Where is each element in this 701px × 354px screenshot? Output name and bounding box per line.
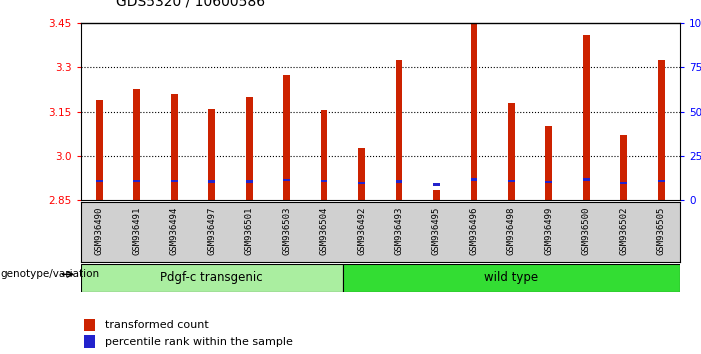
Bar bbox=[81, 264, 343, 292]
Text: GSM936491: GSM936491 bbox=[132, 207, 142, 255]
Text: GSM936505: GSM936505 bbox=[657, 207, 666, 255]
Text: GSM936493: GSM936493 bbox=[395, 207, 404, 255]
Text: GSM936504: GSM936504 bbox=[320, 207, 329, 255]
Bar bbox=[133, 89, 140, 200]
Bar bbox=[321, 110, 327, 200]
Bar bbox=[358, 182, 365, 184]
Bar bbox=[96, 179, 103, 182]
Text: wild type: wild type bbox=[484, 272, 538, 284]
Bar bbox=[620, 135, 627, 200]
Bar bbox=[583, 178, 590, 181]
Bar bbox=[658, 60, 665, 200]
Text: GSM936498: GSM936498 bbox=[507, 207, 516, 255]
Bar bbox=[545, 126, 552, 200]
Text: GSM936503: GSM936503 bbox=[282, 207, 291, 255]
Bar bbox=[470, 178, 477, 181]
Text: genotype/variation: genotype/variation bbox=[0, 269, 99, 279]
Text: GSM936499: GSM936499 bbox=[545, 207, 553, 255]
Text: GSM936497: GSM936497 bbox=[207, 207, 216, 255]
Text: GSM936500: GSM936500 bbox=[582, 207, 591, 255]
Bar bbox=[96, 100, 103, 200]
Bar bbox=[208, 109, 215, 200]
Bar bbox=[395, 180, 402, 183]
Bar bbox=[171, 94, 177, 200]
Bar bbox=[583, 35, 590, 200]
Text: GSM936492: GSM936492 bbox=[357, 207, 366, 255]
Bar bbox=[84, 319, 95, 331]
Bar bbox=[545, 181, 552, 183]
Bar bbox=[246, 180, 252, 183]
Bar bbox=[171, 179, 177, 182]
Bar bbox=[246, 97, 252, 200]
Text: Pdgf-c transgenic: Pdgf-c transgenic bbox=[161, 272, 263, 284]
Bar bbox=[620, 182, 627, 184]
Text: GSM936494: GSM936494 bbox=[170, 207, 179, 255]
Bar bbox=[283, 75, 290, 200]
Text: percentile rank within the sample: percentile rank within the sample bbox=[105, 337, 293, 347]
Bar bbox=[343, 264, 680, 292]
Bar bbox=[470, 24, 477, 200]
Text: GDS5320 / 10600586: GDS5320 / 10600586 bbox=[116, 0, 265, 9]
Bar bbox=[433, 183, 440, 185]
Text: GSM936495: GSM936495 bbox=[432, 207, 441, 255]
Text: GSM936501: GSM936501 bbox=[245, 207, 254, 255]
Text: GSM936496: GSM936496 bbox=[470, 207, 479, 255]
Bar bbox=[133, 179, 140, 182]
Bar bbox=[658, 179, 665, 182]
Text: GSM936490: GSM936490 bbox=[95, 207, 104, 255]
Bar bbox=[358, 148, 365, 200]
Bar bbox=[508, 179, 515, 182]
Text: transformed count: transformed count bbox=[105, 320, 209, 330]
Bar bbox=[508, 103, 515, 200]
Bar bbox=[84, 335, 95, 348]
Bar bbox=[208, 180, 215, 183]
Bar bbox=[395, 60, 402, 200]
Text: GSM936502: GSM936502 bbox=[619, 207, 628, 255]
Bar bbox=[433, 190, 440, 200]
Bar bbox=[321, 179, 327, 182]
Bar bbox=[283, 179, 290, 181]
